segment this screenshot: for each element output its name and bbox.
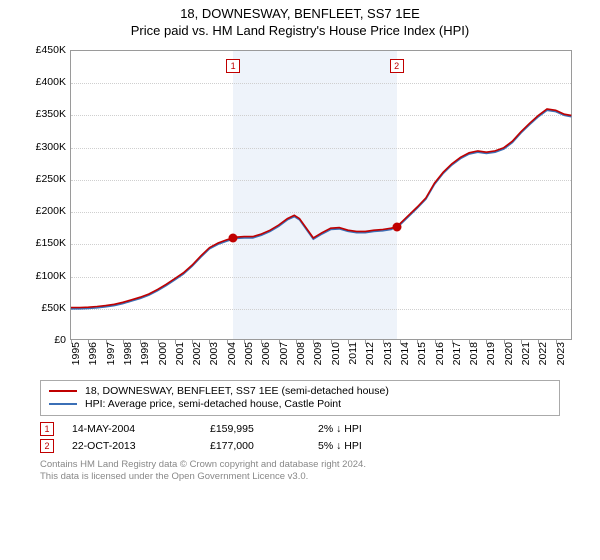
x-axis-label: 2020 — [503, 342, 515, 382]
x-axis-label: 2002 — [191, 342, 203, 382]
y-axis-label: £50K — [20, 302, 66, 314]
tx-diff-2: 5% ↓ HPI — [318, 440, 418, 452]
x-axis-label: 2008 — [295, 342, 307, 382]
transaction-marker: 1 — [226, 59, 240, 73]
legend-row-hpi: HPI: Average price, semi-detached house,… — [49, 398, 551, 410]
table-row: 2 22-OCT-2013 £177,000 5% ↓ HPI — [40, 439, 560, 453]
y-axis-label: £100K — [20, 270, 66, 282]
x-axis-label: 2022 — [537, 342, 549, 382]
x-axis-label: 2016 — [434, 342, 446, 382]
x-axis-label: 2000 — [157, 342, 169, 382]
transaction-dot-icon — [229, 233, 238, 242]
y-axis-label: £150K — [20, 237, 66, 249]
x-axis-label: 2012 — [364, 342, 376, 382]
y-axis-label: £0 — [20, 334, 66, 346]
y-axis-label: £300K — [20, 141, 66, 153]
x-axis-label: 1999 — [139, 342, 151, 382]
x-axis-label: 2019 — [485, 342, 497, 382]
chart-title-line1: 18, DOWNESWAY, BENFLEET, SS7 1EE — [0, 6, 600, 21]
y-axis-label: £350K — [20, 108, 66, 120]
y-axis-label: £250K — [20, 173, 66, 185]
x-axis-label: 1995 — [70, 342, 82, 382]
y-axis-label: £200K — [20, 205, 66, 217]
x-axis-label: 2005 — [243, 342, 255, 382]
legend-row-property: 18, DOWNESWAY, BENFLEET, SS7 1EE (semi-d… — [49, 385, 551, 397]
x-axis-label: 2023 — [555, 342, 567, 382]
tx-date-1: 14-MAY-2004 — [72, 423, 192, 435]
transaction-dot-icon — [392, 222, 401, 231]
legend-swatch-property — [49, 390, 77, 392]
x-axis-label: 2017 — [451, 342, 463, 382]
x-axis-label: 2006 — [260, 342, 272, 382]
credits: Contains HM Land Registry data © Crown c… — [40, 459, 560, 483]
credits-line1: Contains HM Land Registry data © Crown c… — [40, 459, 560, 471]
credits-line2: This data is licensed under the Open Gov… — [40, 471, 560, 483]
y-axis-label: £450K — [20, 44, 66, 56]
transaction-table: 1 14-MAY-2004 £159,995 2% ↓ HPI 2 22-OCT… — [40, 422, 560, 453]
x-axis-label: 1997 — [105, 342, 117, 382]
tx-diff-1: 2% ↓ HPI — [318, 423, 418, 435]
legend-swatch-hpi — [49, 403, 77, 405]
x-axis-label: 2007 — [278, 342, 290, 382]
tx-marker-2: 2 — [40, 439, 54, 453]
legend-label-hpi: HPI: Average price, semi-detached house,… — [85, 398, 341, 410]
x-axis-label: 1996 — [87, 342, 99, 382]
x-axis-label: 2003 — [208, 342, 220, 382]
tx-date-2: 22-OCT-2013 — [72, 440, 192, 452]
x-axis-label: 2015 — [416, 342, 428, 382]
chart-title-line2: Price paid vs. HM Land Registry's House … — [0, 23, 600, 38]
chart-title-block: 18, DOWNESWAY, BENFLEET, SS7 1EE Price p… — [0, 0, 600, 38]
legend-label-property: 18, DOWNESWAY, BENFLEET, SS7 1EE (semi-d… — [85, 385, 389, 397]
tx-price-2: £177,000 — [210, 440, 300, 452]
x-axis-label: 2014 — [399, 342, 411, 382]
x-axis-label: 2013 — [382, 342, 394, 382]
x-axis-label: 2011 — [347, 342, 359, 382]
y-axis-label: £400K — [20, 76, 66, 88]
x-axis-label: 2021 — [520, 342, 532, 382]
transaction-marker: 2 — [390, 59, 404, 73]
chart-area: 12 £0£50K£100K£150K£200K£250K£300K£350K£… — [20, 46, 580, 376]
x-axis-label: 1998 — [122, 342, 134, 382]
tx-marker-1: 1 — [40, 422, 54, 436]
x-axis-label: 2009 — [312, 342, 324, 382]
tx-price-1: £159,995 — [210, 423, 300, 435]
x-axis-label: 2004 — [226, 342, 238, 382]
x-axis-label: 2001 — [174, 342, 186, 382]
plot-area: 12 — [70, 50, 572, 340]
x-axis-label: 2018 — [468, 342, 480, 382]
legend: 18, DOWNESWAY, BENFLEET, SS7 1EE (semi-d… — [40, 380, 560, 416]
table-row: 1 14-MAY-2004 £159,995 2% ↓ HPI — [40, 422, 560, 436]
x-axis-label: 2010 — [330, 342, 342, 382]
